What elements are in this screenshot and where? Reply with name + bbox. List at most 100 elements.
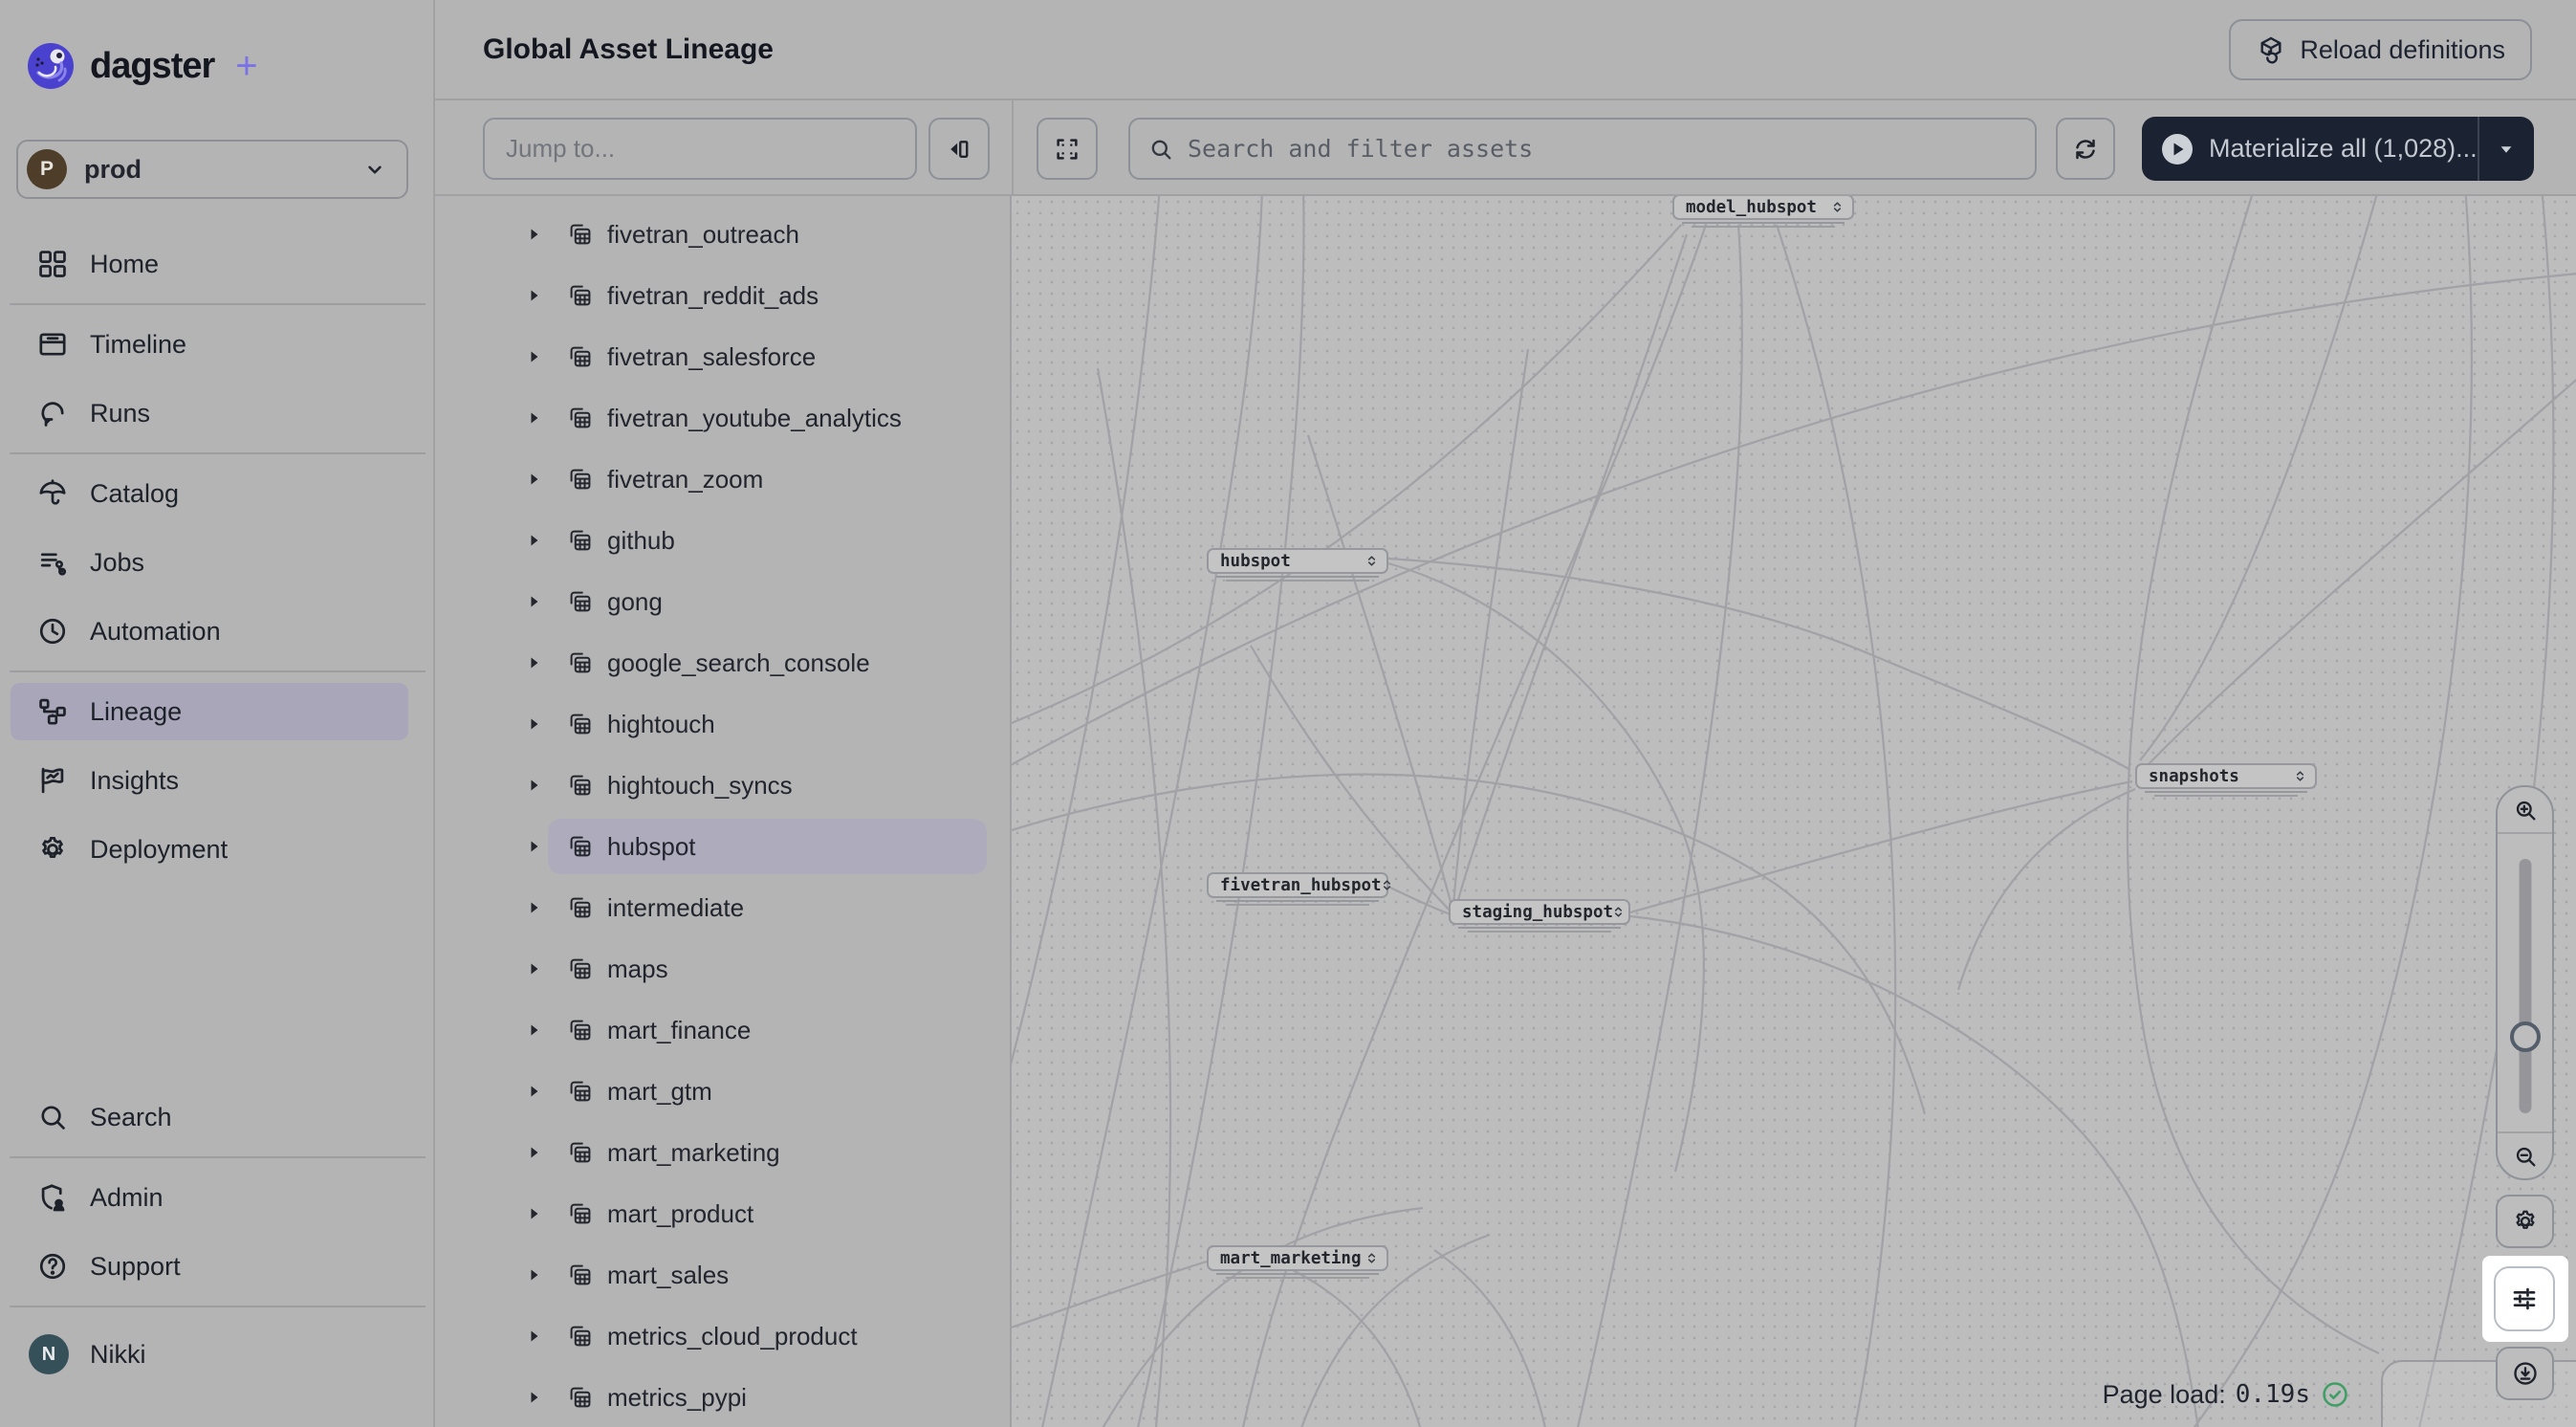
graph-node-staging_hubspot[interactable]: staging_hubspot: [1449, 899, 1630, 933]
refresh-button[interactable]: [2056, 118, 2115, 180]
tree-item-mart_gtm[interactable]: mart_gtm: [435, 1061, 1010, 1122]
download-button[interactable]: [2496, 1347, 2554, 1400]
sidebar-item-deployment[interactable]: Deployment: [0, 815, 435, 884]
graph-node-mart_marketing[interactable]: mart_marketing: [1207, 1245, 1388, 1279]
caret-right-icon[interactable]: [527, 472, 542, 487]
expand-icon[interactable]: [1832, 201, 1843, 213]
sidebar-item-timeline[interactable]: Timeline: [0, 310, 435, 379]
table-icon: [567, 772, 594, 799]
caret-right-icon[interactable]: [527, 1022, 542, 1038]
tree-item-hightouch[interactable]: hightouch: [435, 693, 1010, 755]
caret-right-icon[interactable]: [527, 1328, 542, 1344]
zoom-in-button[interactable]: [2498, 787, 2552, 832]
tree-item-mart_finance[interactable]: mart_finance: [435, 999, 1010, 1061]
sidebar-item-search[interactable]: Search: [0, 1083, 435, 1152]
zoom-slider-thumb[interactable]: [2509, 1021, 2541, 1052]
sidebar-item-insights[interactable]: Insights: [0, 746, 435, 815]
caret-right-icon[interactable]: [527, 288, 542, 303]
tree-item-hubspot[interactable]: hubspot: [435, 816, 1010, 877]
sidebar-item-home[interactable]: Home: [0, 230, 435, 298]
expand-icon[interactable]: [1613, 906, 1624, 918]
caret-right-icon[interactable]: [527, 410, 542, 426]
zoom-out-button[interactable]: [2498, 1133, 2552, 1178]
caret-right-icon[interactable]: [527, 594, 542, 609]
tree-item-fivetran_reddit_ads[interactable]: fivetran_reddit_ads: [435, 265, 1010, 326]
caret-right-icon[interactable]: [527, 900, 542, 915]
table-icon: [567, 1078, 594, 1105]
tree-item-mart_product[interactable]: mart_product: [435, 1183, 1010, 1244]
tree-item-label: fivetran_salesforce: [607, 341, 817, 371]
caret-right-icon[interactable]: [527, 778, 542, 793]
materialize-all-button[interactable]: Materialize all (1,028)...: [2142, 117, 2534, 181]
jump-to-input[interactable]: [483, 118, 917, 180]
caret-right-icon[interactable]: [527, 655, 542, 670]
play-circle-icon: [2161, 133, 2194, 165]
expand-icon[interactable]: [2295, 770, 2305, 782]
expand-icon[interactable]: [1366, 555, 1377, 567]
table-icon: [567, 894, 594, 921]
tree-item-maps[interactable]: maps: [435, 938, 1010, 999]
caret-right-icon[interactable]: [527, 227, 542, 242]
fullscreen-button[interactable]: [1037, 118, 1098, 180]
graph-node-fivetran_hubspot[interactable]: fivetran_hubspot: [1207, 872, 1390, 906]
tree-item-metrics_cloud_product[interactable]: metrics_cloud_product: [435, 1306, 1010, 1367]
reload-definitions-button[interactable]: Reload definitions: [2229, 19, 2532, 80]
tree-item-metrics_pypi[interactable]: metrics_pypi: [435, 1367, 1010, 1427]
tree-item-github[interactable]: github: [435, 510, 1010, 571]
caret-right-icon[interactable]: [527, 1390, 542, 1405]
caret-right-icon[interactable]: [527, 1084, 542, 1099]
lineage-icon: [36, 695, 69, 728]
tree-item-mart_marketing[interactable]: mart_marketing: [435, 1122, 1010, 1183]
lineage-edge: [1137, 196, 1305, 1427]
tree-item-google_search_console[interactable]: google_search_console: [435, 632, 1010, 693]
table-icon: [567, 405, 594, 431]
caret-right-icon[interactable]: [527, 961, 542, 977]
lineage-edge: [1629, 779, 2133, 914]
graph-node-model_hubspot[interactable]: model_hubspot: [1672, 196, 1854, 228]
sidebar-item-jobs[interactable]: Jobs: [0, 528, 435, 597]
caret-right-icon[interactable]: [527, 533, 542, 548]
reload-cube-icon: [2256, 34, 2286, 65]
sidebar-item-runs[interactable]: Runs: [0, 379, 435, 448]
user-menu[interactable]: N Nikki: [0, 1324, 435, 1385]
sidebar-item-support[interactable]: Support: [0, 1232, 435, 1301]
collapse-panel-button[interactable]: [928, 118, 990, 180]
graph-node-snapshots[interactable]: snapshots: [2135, 763, 2317, 797]
graph-settings-button[interactable]: [2496, 1195, 2554, 1248]
insights-icon: [36, 764, 69, 797]
nav-item-label: Support: [90, 1251, 181, 1281]
sidebar-item-admin[interactable]: Admin: [0, 1163, 435, 1232]
asset-search-input[interactable]: [1188, 135, 2018, 163]
materialize-all-label: Materialize all (1,028)...: [2209, 134, 2478, 163]
caret-right-icon[interactable]: [527, 349, 542, 364]
sidebar-item-lineage[interactable]: Lineage: [0, 677, 435, 746]
tree-item-mart_sales[interactable]: mart_sales: [435, 1244, 1010, 1306]
zoom-slider-track[interactable]: [2519, 859, 2531, 1113]
lineage-edge: [2144, 378, 2576, 769]
workspace-switcher[interactable]: P prod: [16, 140, 408, 199]
tree-item-fivetran_salesforce[interactable]: fivetran_salesforce: [435, 326, 1010, 387]
tree-item-fivetran_zoom[interactable]: fivetran_zoom: [435, 449, 1010, 510]
caret-right-icon[interactable]: [527, 1145, 542, 1160]
tree-item-hightouch_syncs[interactable]: hightouch_syncs: [435, 755, 1010, 816]
sidebar: dagster + P prod Home Timeline Runs Catalog…: [0, 0, 435, 1427]
tree-item-fivetran_youtube_analytics[interactable]: fivetran_youtube_analytics: [435, 387, 1010, 449]
sidebar-item-catalog[interactable]: Catalog: [0, 459, 435, 528]
tree-item-gong[interactable]: gong: [435, 571, 1010, 632]
materialize-dropdown-toggle[interactable]: [2479, 137, 2534, 162]
expand-icon[interactable]: [1366, 1252, 1377, 1264]
expand-icon[interactable]: [1382, 879, 1392, 891]
caret-right-icon[interactable]: [527, 839, 542, 854]
rail-divider: [2498, 1131, 2552, 1133]
tree-item-intermediate[interactable]: intermediate: [435, 877, 1010, 938]
sidebar-item-automation[interactable]: Automation: [0, 597, 435, 666]
graph-filters-button[interactable]: [2494, 1266, 2555, 1331]
graph-node-hubspot[interactable]: hubspot: [1207, 548, 1388, 582]
caret-right-icon[interactable]: [527, 1267, 542, 1283]
tree-item-fivetran_outreach[interactable]: fivetran_outreach: [435, 204, 1010, 265]
caret-right-icon[interactable]: [527, 1206, 542, 1221]
caret-right-icon[interactable]: [527, 716, 542, 732]
page-load-value: 0.19s: [2235, 1380, 2310, 1409]
